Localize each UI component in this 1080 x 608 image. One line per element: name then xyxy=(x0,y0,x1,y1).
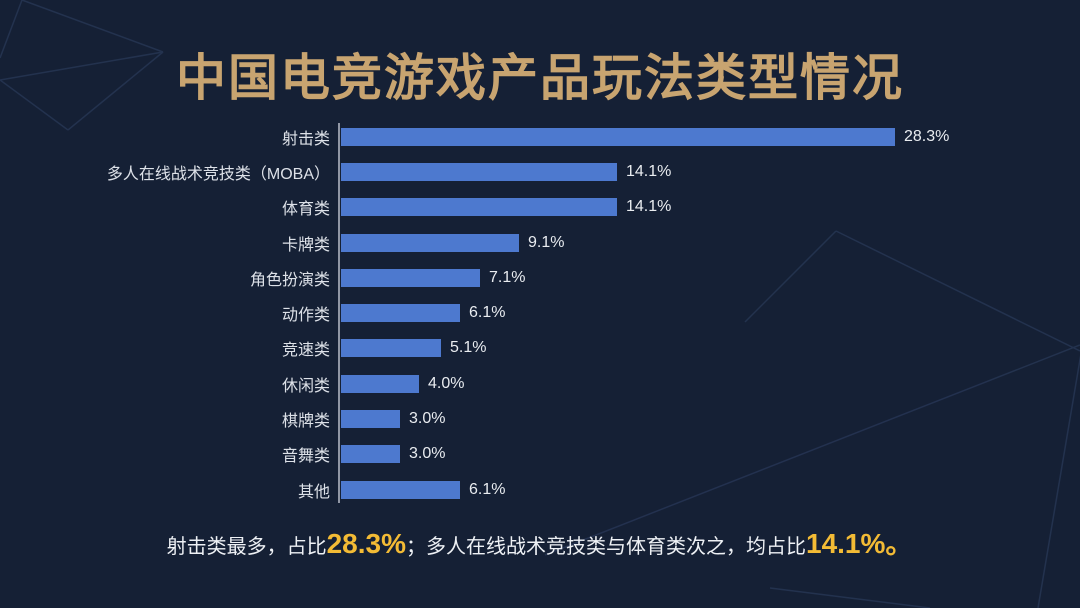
summary-caption: 射击类最多，占比28.3%；多人在线战术竞技类与体育类次之，均占比14.1%。 xyxy=(0,524,1080,567)
value-label: 4.0% xyxy=(428,374,465,392)
value-label: 14.1% xyxy=(626,162,672,180)
bar xyxy=(341,162,617,181)
value-label: 7.1% xyxy=(489,268,526,286)
bar-row: 休闲类 4.0% xyxy=(0,366,1080,401)
bar xyxy=(341,233,519,252)
bar-chart: 射击类 28.3% 多人在线战术竞技类（MOBA） 14.1% 体育类 14.1% 卡牌类 9… xyxy=(0,119,1080,507)
bar-area: 14.1% xyxy=(330,162,1080,181)
value-label: 6.1% xyxy=(469,304,506,322)
value-label: 5.1% xyxy=(450,339,487,357)
category-label: 其他 xyxy=(297,483,330,501)
page-title: 中国电竞游戏产品玩法类型情况 xyxy=(176,50,904,106)
bar-area: 3.0% xyxy=(330,410,1080,429)
bar-row: 其他 6.1% xyxy=(0,472,1080,507)
bar-row: 射击类 28.3% xyxy=(0,119,1080,154)
value-label: 3.0% xyxy=(409,445,446,463)
category-label: 休闲类 xyxy=(281,377,330,395)
value-label: 3.0% xyxy=(409,410,446,428)
bar-area: 7.1% xyxy=(330,268,1080,287)
bar-area: 14.1% xyxy=(330,198,1080,217)
bar xyxy=(341,198,617,217)
bar-row: 卡牌类 9.1% xyxy=(0,225,1080,260)
value-label: 6.1% xyxy=(469,480,506,498)
category-label: 音舞类 xyxy=(281,448,330,466)
bar xyxy=(341,480,460,499)
value-label: 14.1% xyxy=(626,198,672,216)
category-label: 动作类 xyxy=(281,307,330,325)
value-label: 9.1% xyxy=(528,233,565,251)
y-axis-line xyxy=(338,123,340,504)
caption-highlight: 14.1%。 xyxy=(806,528,914,559)
bar-row: 体育类 14.1% xyxy=(0,190,1080,225)
category-label: 体育类 xyxy=(281,201,330,219)
caption-text: ；多人在线战术竞技类与体育类次之，均占比 xyxy=(406,536,806,558)
bar xyxy=(341,445,400,464)
category-label: 射击类 xyxy=(281,130,330,148)
bar-row: 竞速类 5.1% xyxy=(0,331,1080,366)
bar-area: 4.0% xyxy=(330,374,1080,393)
bar-rows: 射击类 28.3% 多人在线战术竞技类（MOBA） 14.1% 体育类 14.1% 卡牌类 9… xyxy=(0,119,1080,507)
bar xyxy=(341,127,895,146)
bar xyxy=(341,304,460,323)
bar-area: 9.1% xyxy=(330,233,1080,252)
bar-area: 6.1% xyxy=(330,304,1080,323)
bar-row: 棋牌类 3.0% xyxy=(0,401,1080,436)
category-label: 竞速类 xyxy=(281,342,330,360)
bar-area: 3.0% xyxy=(330,445,1080,464)
bar xyxy=(341,374,419,393)
category-label: 多人在线战术竞技类（MOBA） xyxy=(106,165,330,183)
bar xyxy=(341,410,400,429)
bar xyxy=(341,268,480,287)
category-label: 角色扮演类 xyxy=(249,271,330,289)
bar-row: 角色扮演类 7.1% xyxy=(0,260,1080,295)
bar xyxy=(341,339,441,358)
caption-text: 射击类最多，占比 xyxy=(166,536,327,558)
bar-row: 音舞类 3.0% xyxy=(0,437,1080,472)
bar-area: 5.1% xyxy=(330,339,1080,358)
bar-row: 动作类 6.1% xyxy=(0,295,1080,330)
category-label: 棋牌类 xyxy=(281,413,330,431)
category-label: 卡牌类 xyxy=(281,236,330,254)
bar-area: 6.1% xyxy=(330,480,1080,499)
value-label: 28.3% xyxy=(904,127,950,145)
caption-highlight: 28.3% xyxy=(326,528,406,559)
bar-row: 多人在线战术竞技类（MOBA） 14.1% xyxy=(0,154,1080,189)
bar-area: 28.3% xyxy=(330,127,1080,146)
